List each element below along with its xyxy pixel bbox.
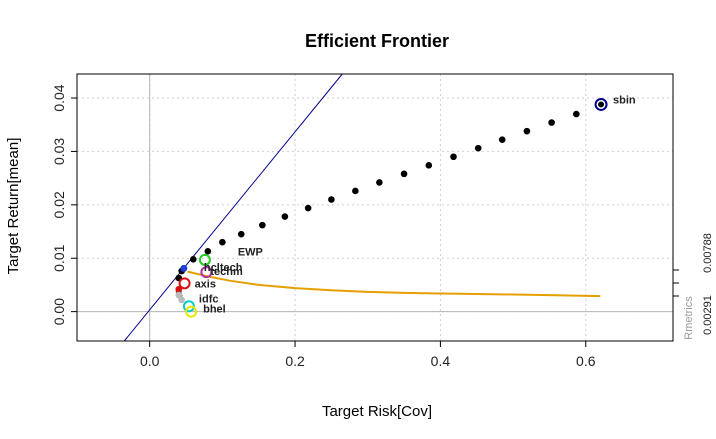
x-tick-label: 0.2 — [285, 353, 305, 369]
y-tick-label: 0.02 — [51, 191, 67, 218]
x-axis: 0.0 0.2 0.4 0.6 — [140, 341, 596, 369]
y-axis: 0.00 0.01 0.02 0.03 0.04 — [51, 84, 77, 325]
sharpe-ratio-line — [187, 270, 601, 298]
frontier-point — [573, 110, 580, 118]
frontier-point — [400, 170, 408, 178]
asset-label-hcltech: hcltech — [204, 262, 243, 274]
frontier-point — [259, 221, 266, 229]
frontier-point — [474, 144, 482, 152]
asset-marker-hcltech — [198, 253, 211, 266]
x-tick-label: 0.4 — [431, 353, 451, 369]
tangency-point — [180, 264, 188, 272]
asset-label-axis: axis — [195, 278, 216, 290]
asset-label-bhel: bhel — [203, 304, 226, 316]
frontier-point — [548, 119, 555, 126]
asset-label-techm: techm — [210, 266, 243, 278]
frontier-point — [304, 204, 312, 212]
plot-lines — [123, 73, 601, 342]
extra-point — [175, 291, 183, 299]
x-axis-label: Target Risk[Cov] — [322, 403, 432, 420]
rmetrics-label: Rmetrics — [683, 296, 695, 340]
asset-marker-axis — [178, 277, 191, 290]
x-tick-label: 0.0 — [140, 353, 160, 369]
asset-marker-idfc — [182, 300, 195, 313]
asset-label-idfc: idfc — [199, 293, 219, 305]
asset-marker-techm — [200, 266, 213, 279]
right-tick-label-low: 0.00291 — [702, 295, 714, 335]
plot-frame — [76, 73, 674, 342]
right-axis: 0.00291 0.00788 Rmetrics — [672, 233, 714, 340]
frontier-point — [189, 255, 197, 263]
asset-label-EWP: EWP — [238, 246, 263, 258]
frontier-point — [204, 247, 212, 255]
frontier-point — [425, 162, 433, 169]
frontier-point — [352, 187, 359, 195]
asset-label-sbin: sbin — [613, 94, 636, 106]
y-axis-label: Target Return[mean] — [5, 138, 22, 275]
y-tick-label: 0.04 — [51, 84, 67, 111]
frontier-point — [281, 213, 289, 220]
right-tick-label-high: 0.00788 — [702, 233, 714, 273]
frontier-point — [328, 196, 335, 203]
frontier-point — [523, 127, 531, 135]
frontier-point — [450, 153, 457, 161]
frontier-point — [219, 238, 226, 246]
y-tick-label: 0.03 — [51, 138, 67, 165]
reference-lines — [77, 74, 673, 341]
frontier-point — [237, 230, 245, 238]
asset-marker-sbin — [594, 97, 608, 111]
data-points — [175, 97, 608, 318]
asset-marker-bhel — [185, 305, 198, 318]
y-tick-label: 0.00 — [51, 298, 67, 325]
asset-center-sbin — [598, 101, 605, 108]
x-tick-label: 0.6 — [576, 353, 596, 369]
chart-title: Efficient Frontier — [305, 31, 449, 51]
extra-point — [178, 296, 185, 304]
frontier-point — [498, 136, 506, 143]
y-tick-label: 0.01 — [51, 244, 67, 271]
grid-lines — [77, 74, 673, 341]
capital-market-line — [123, 73, 343, 342]
frontier-point — [376, 179, 383, 186]
